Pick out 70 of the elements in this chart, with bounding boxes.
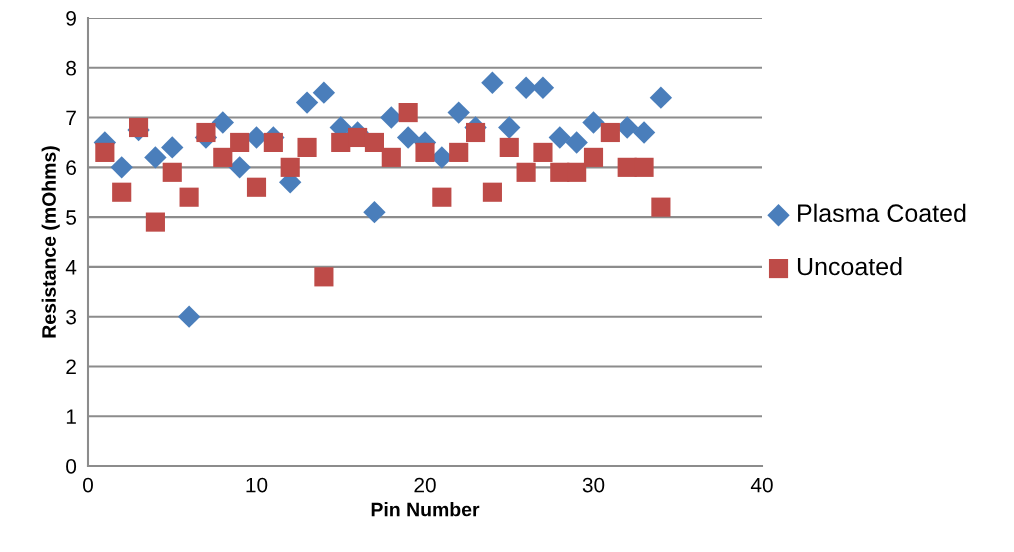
point <box>600 122 620 143</box>
y-axis-title: Resistance (mOhms) <box>41 146 60 338</box>
point <box>128 117 149 138</box>
point <box>162 162 182 182</box>
point <box>516 162 536 182</box>
y-tick-label: 9 <box>66 11 76 26</box>
point <box>398 103 418 123</box>
point <box>145 212 165 232</box>
point <box>263 132 283 153</box>
point <box>179 187 199 207</box>
point <box>567 162 587 182</box>
point <box>196 122 216 143</box>
point <box>364 132 385 153</box>
point <box>432 187 452 207</box>
point <box>651 197 671 217</box>
point <box>499 137 519 157</box>
x-axis-title: Pin Number <box>371 502 480 517</box>
point <box>95 142 115 162</box>
point <box>295 91 319 114</box>
point <box>228 156 251 179</box>
y-tick-label: 0 <box>66 459 77 474</box>
legend-label: Plasma Coated <box>798 203 966 223</box>
x-tick-label: 10 <box>246 477 268 493</box>
x-tick-label: 20 <box>414 477 436 493</box>
point <box>363 200 386 224</box>
point <box>482 182 502 202</box>
point <box>531 76 555 99</box>
point <box>632 121 656 144</box>
point <box>348 127 368 148</box>
point <box>246 177 267 197</box>
point <box>548 126 571 149</box>
point <box>297 137 317 157</box>
point <box>449 142 469 162</box>
y-tick-label: 8 <box>66 60 76 76</box>
y-tick-label: 5 <box>66 210 77 225</box>
point <box>331 132 351 153</box>
point <box>161 136 184 159</box>
legend-label: Uncoated <box>797 257 902 276</box>
point <box>381 147 401 167</box>
point <box>498 116 521 139</box>
y-tick-label: 1 <box>66 409 76 424</box>
point <box>447 101 470 124</box>
point <box>177 305 201 328</box>
point <box>280 157 300 177</box>
point <box>565 131 588 154</box>
x-tick-label: 40 <box>750 477 773 493</box>
x-tick-label: 30 <box>582 477 605 493</box>
point <box>213 147 233 167</box>
point <box>230 132 250 153</box>
point <box>144 146 167 169</box>
point <box>314 267 334 287</box>
y-tick-label: 2 <box>66 359 76 374</box>
point <box>582 111 605 134</box>
y-tick-label: 7 <box>66 110 76 126</box>
point <box>649 86 673 109</box>
point <box>533 142 553 162</box>
point <box>211 111 234 134</box>
x-tick-label: 0 <box>83 477 93 493</box>
point <box>583 147 604 167</box>
point <box>110 156 133 179</box>
point <box>465 122 486 143</box>
point <box>112 182 132 202</box>
y-tick-label: 3 <box>66 309 76 325</box>
point <box>481 71 504 94</box>
point <box>312 81 336 104</box>
point <box>396 126 420 149</box>
y-tick-label: 4 <box>65 260 77 275</box>
point <box>634 157 654 177</box>
y-tick-label: 6 <box>66 160 76 176</box>
point <box>415 142 435 162</box>
